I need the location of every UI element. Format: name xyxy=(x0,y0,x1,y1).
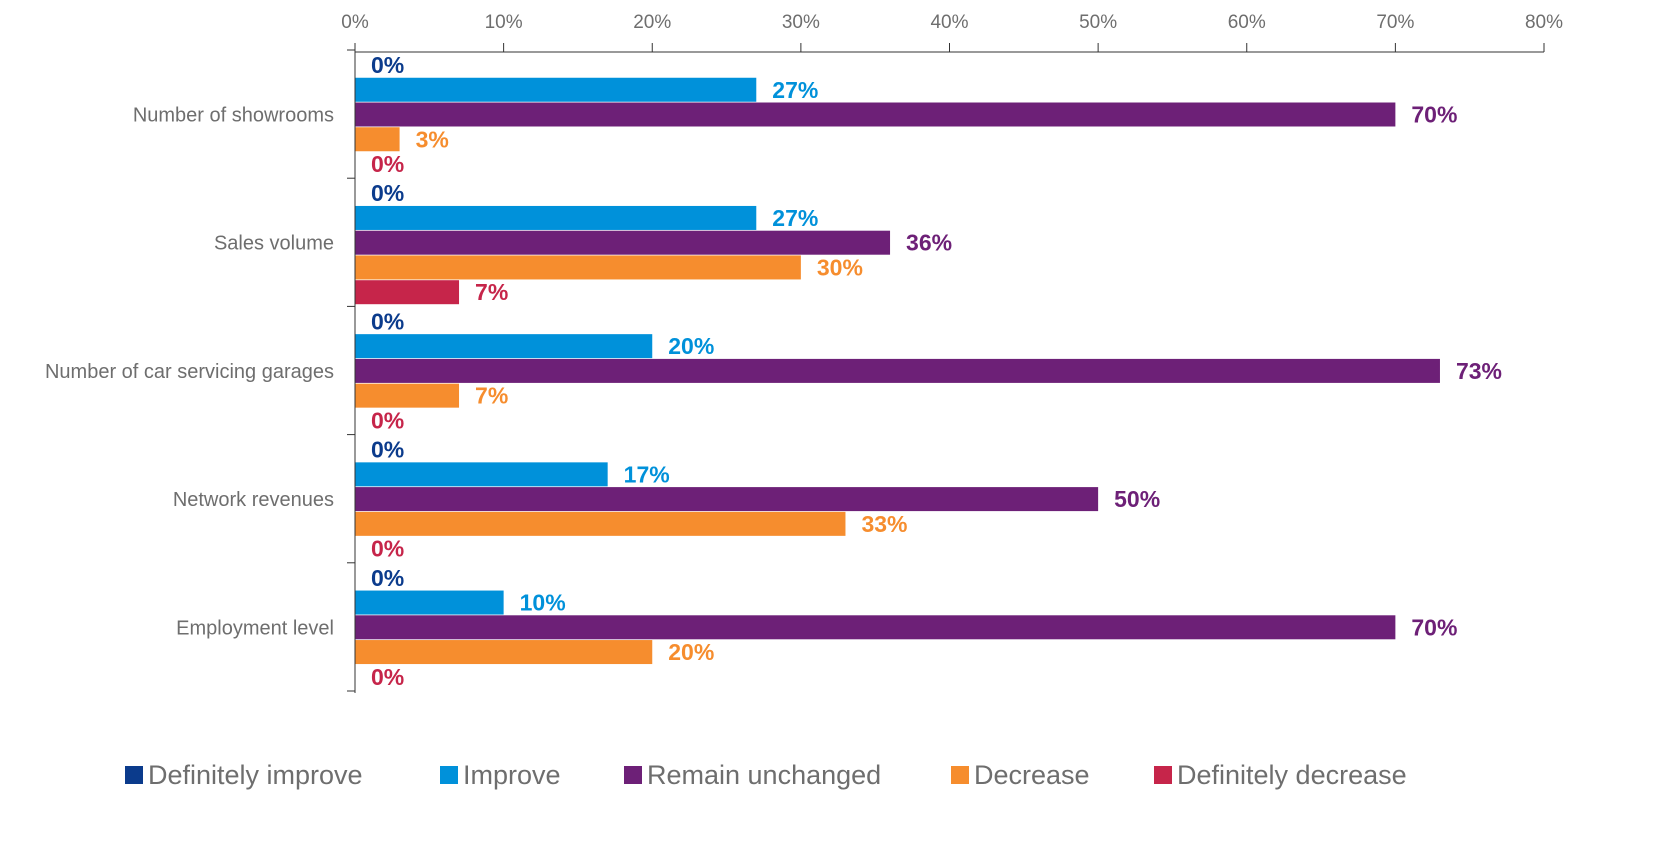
category-label: Employment level xyxy=(176,617,334,639)
y-axis: Number of showrooms Sales volume Number of… xyxy=(45,49,356,693)
bar-improve xyxy=(355,462,608,487)
bar-decrease xyxy=(355,127,400,152)
data-label: 0% xyxy=(371,151,404,177)
data-label: 73% xyxy=(1456,358,1502,384)
bar-improve xyxy=(355,334,653,359)
data-label: 0% xyxy=(371,52,404,78)
data-label: 20% xyxy=(668,333,714,359)
data-label: 27% xyxy=(772,77,818,103)
bar-remain-unchanged xyxy=(355,102,1396,127)
legend-swatch xyxy=(125,766,143,784)
x-tick-label: 60% xyxy=(1228,12,1266,33)
data-label: 70% xyxy=(1411,614,1457,640)
x-tick-label: 0% xyxy=(341,12,369,33)
x-tick-label: 50% xyxy=(1079,12,1117,33)
data-label: 7% xyxy=(475,383,508,409)
bar-remain-unchanged xyxy=(355,230,891,255)
bar-improve xyxy=(355,77,757,102)
data-label: 0% xyxy=(371,407,404,433)
data-label: 7% xyxy=(475,279,508,305)
legend-label: Definitely decrease xyxy=(1177,760,1407,790)
data-label: 0% xyxy=(371,536,404,562)
legend-label: Remain unchanged xyxy=(647,760,881,790)
data-label: 27% xyxy=(772,205,818,231)
data-label: 0% xyxy=(371,565,404,591)
bar-decrease xyxy=(355,511,846,536)
category-label: Number of showrooms xyxy=(133,105,334,127)
data-label: 30% xyxy=(817,254,863,280)
legend-label: Decrease xyxy=(974,760,1090,790)
data-label: 20% xyxy=(668,639,714,665)
bar-remain-unchanged xyxy=(355,615,1396,640)
bar-decrease xyxy=(355,640,653,665)
category-label: Sales volume xyxy=(214,233,334,255)
data-label: 17% xyxy=(624,461,670,487)
legend-swatch xyxy=(624,766,642,784)
legend-label: Improve xyxy=(463,760,561,790)
bar-improve xyxy=(355,590,504,615)
bars-group: 0% 27% 70% 3% 0% 0% 27% 36% 30% 7% 0% 20% 73% 7% 0% 0% 1… xyxy=(355,52,1502,690)
legend-swatch xyxy=(1154,766,1172,784)
data-label: 0% xyxy=(371,180,404,206)
data-label: 50% xyxy=(1114,486,1160,512)
bar-definitely-decrease xyxy=(355,280,460,305)
data-label: 70% xyxy=(1411,102,1457,128)
bar-remain-unchanged xyxy=(355,487,1099,512)
data-label: 3% xyxy=(416,126,449,152)
bar-improve xyxy=(355,205,757,230)
category-label: Network revenues xyxy=(173,489,334,511)
x-axis: 0% 10% 20% 30% 40% 50% 60% 70% 80% xyxy=(341,12,1563,53)
x-tick-label: 20% xyxy=(633,12,671,33)
data-label: 0% xyxy=(371,437,404,463)
x-tick-label: 40% xyxy=(930,12,968,33)
bar-decrease xyxy=(355,383,460,408)
legend: Definitely improve Improve Remain unchange… xyxy=(125,760,1407,790)
legend-swatch xyxy=(951,766,969,784)
x-tick-label: 30% xyxy=(782,12,820,33)
x-tick-label: 10% xyxy=(485,12,523,33)
x-tick-label: 70% xyxy=(1376,12,1414,33)
x-tick-label: 80% xyxy=(1525,12,1563,33)
legend-swatch xyxy=(440,766,458,784)
data-label: 33% xyxy=(861,511,907,537)
bar-remain-unchanged xyxy=(355,358,1440,383)
data-label: 36% xyxy=(906,230,952,256)
data-label: 0% xyxy=(371,308,404,334)
legend-label: Definitely improve xyxy=(148,760,363,790)
data-label: 10% xyxy=(520,590,566,616)
category-label: Number of car servicing garages xyxy=(45,361,334,383)
bar-decrease xyxy=(355,255,801,280)
data-label: 0% xyxy=(371,664,404,690)
